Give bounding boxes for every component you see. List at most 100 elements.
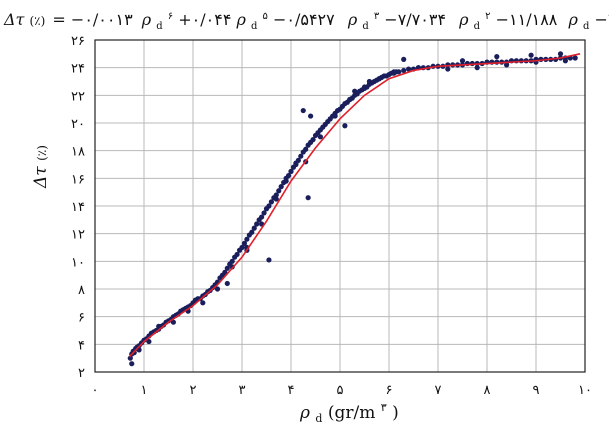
eq-t3-exp: ۳ — [374, 11, 380, 22]
data-point — [305, 195, 311, 201]
x-axis-label-unit-exp: ۳ — [381, 401, 387, 414]
x-axis-label-close: ) — [392, 403, 399, 423]
data-point — [224, 265, 230, 271]
data-point — [224, 280, 230, 287]
data-point — [146, 338, 152, 345]
data-point — [234, 251, 240, 258]
x-tick-label: ۴ — [288, 383, 295, 398]
x-tick-label: ۶ — [386, 383, 393, 398]
eq-t2-coef: +۰/۰۴۴ — [178, 10, 231, 29]
data-point — [127, 355, 133, 361]
data-point — [366, 78, 372, 85]
x-tick-label: ۹ — [533, 383, 540, 398]
y-tick-label: ۱۴ — [71, 200, 85, 215]
data-point — [572, 55, 578, 61]
data-point — [376, 76, 382, 82]
data-point — [273, 196, 279, 202]
x-tick-label: ۳ — [239, 383, 246, 398]
data-point — [494, 54, 500, 60]
y-axis-label: Δτ (٪) — [31, 145, 51, 189]
data-point — [156, 323, 162, 329]
eq-t3-var: ρ — [347, 10, 358, 29]
data-point — [352, 88, 358, 94]
data-point — [266, 257, 272, 263]
data-point — [129, 361, 135, 367]
eq-t1-coef: −۰/۰۰۱۳ — [71, 10, 133, 29]
x-axis-label-sub: d — [315, 412, 322, 425]
x-axis-label-symbol: ρ — [299, 403, 310, 423]
eq-t1-exp: ۶ — [168, 11, 173, 22]
x-tick-label: ۵ — [337, 383, 344, 398]
data-point — [310, 137, 316, 143]
data-point — [562, 58, 569, 64]
x-tick-label: ۸ — [484, 383, 491, 398]
data-point — [278, 184, 284, 190]
eq-lhs-unit: (٪) — [30, 14, 46, 28]
data-point — [222, 269, 228, 275]
fit-equation: Δτ (٪) = −۰/۰۰۱۳ ρ d ۶ +۰/۰۴۴ ρ d ۵ −۰/۵… — [3, 4, 609, 33]
data-point — [259, 214, 265, 220]
y-tick-label: ۲۲ — [71, 89, 85, 104]
data-point — [295, 157, 301, 163]
eq-t3-sub: d — [362, 21, 369, 32]
data-point — [401, 67, 407, 74]
data-point — [249, 229, 255, 235]
data-point — [391, 69, 397, 75]
data-point — [266, 203, 272, 209]
data-point — [293, 161, 299, 168]
data-point — [396, 69, 402, 75]
data-point — [261, 210, 267, 216]
y-axis-label-symbol: Δτ — [31, 166, 51, 189]
y-tick-label: ۲۶ — [71, 34, 85, 49]
y-tick-label: ۱۸ — [71, 145, 85, 160]
x-tick-label: ۱۰ — [578, 383, 592, 398]
data-point — [342, 123, 348, 129]
y-tick-label: ۱۶ — [71, 172, 85, 187]
data-points — [127, 51, 578, 367]
eq-t4-coef: −۷/۷۰۳۴ — [384, 10, 446, 29]
data-point — [288, 168, 294, 175]
y-tick-label: ۱۲ — [71, 228, 85, 243]
data-point — [459, 58, 466, 64]
eq-equals: = — [52, 10, 65, 29]
y-tick-label: ۸ — [78, 283, 85, 298]
y-tick-label: ۲ — [78, 366, 85, 381]
data-point — [347, 96, 353, 103]
data-point — [251, 225, 257, 231]
data-point — [406, 66, 412, 72]
x-axis-label: ρ d (gr/m ۳ ) — [299, 396, 399, 427]
eq-t4-exp: ۲ — [485, 11, 490, 22]
data-point — [229, 258, 235, 264]
data-point — [273, 192, 279, 198]
data-point — [332, 113, 338, 119]
y-tick-label: ۲۰ — [71, 117, 85, 132]
data-point — [504, 62, 510, 68]
data-point — [528, 52, 534, 58]
data-point — [241, 240, 248, 246]
data-point — [298, 153, 304, 159]
data-point — [445, 66, 451, 72]
x-tick-label: ۲ — [190, 383, 197, 398]
eq-t2-sub: d — [251, 21, 258, 32]
x-axis-label-unit: (gr/m — [328, 403, 376, 423]
eq-t2-var: ρ — [236, 10, 247, 29]
y-tick-label: ۶ — [78, 311, 85, 326]
data-point — [303, 146, 309, 152]
data-point — [254, 221, 260, 227]
y-axis-label-unit: (٪) — [35, 145, 49, 161]
eq-t5-sub: d — [583, 21, 590, 32]
eq-t1-var: ρ — [141, 10, 152, 29]
data-point — [244, 236, 250, 242]
eq-t6-coef: −۲/۲۵۰۴ — [594, 10, 609, 29]
data-point — [300, 107, 306, 114]
x-tick-label: ۰ — [92, 383, 99, 398]
data-point — [200, 300, 206, 306]
data-point — [308, 113, 314, 119]
data-point — [283, 178, 289, 184]
eq-t4-sub: d — [474, 21, 481, 32]
eq-t1-sub: d — [156, 21, 163, 32]
x-tick-label: ۷ — [435, 383, 442, 398]
data-point — [557, 51, 564, 57]
